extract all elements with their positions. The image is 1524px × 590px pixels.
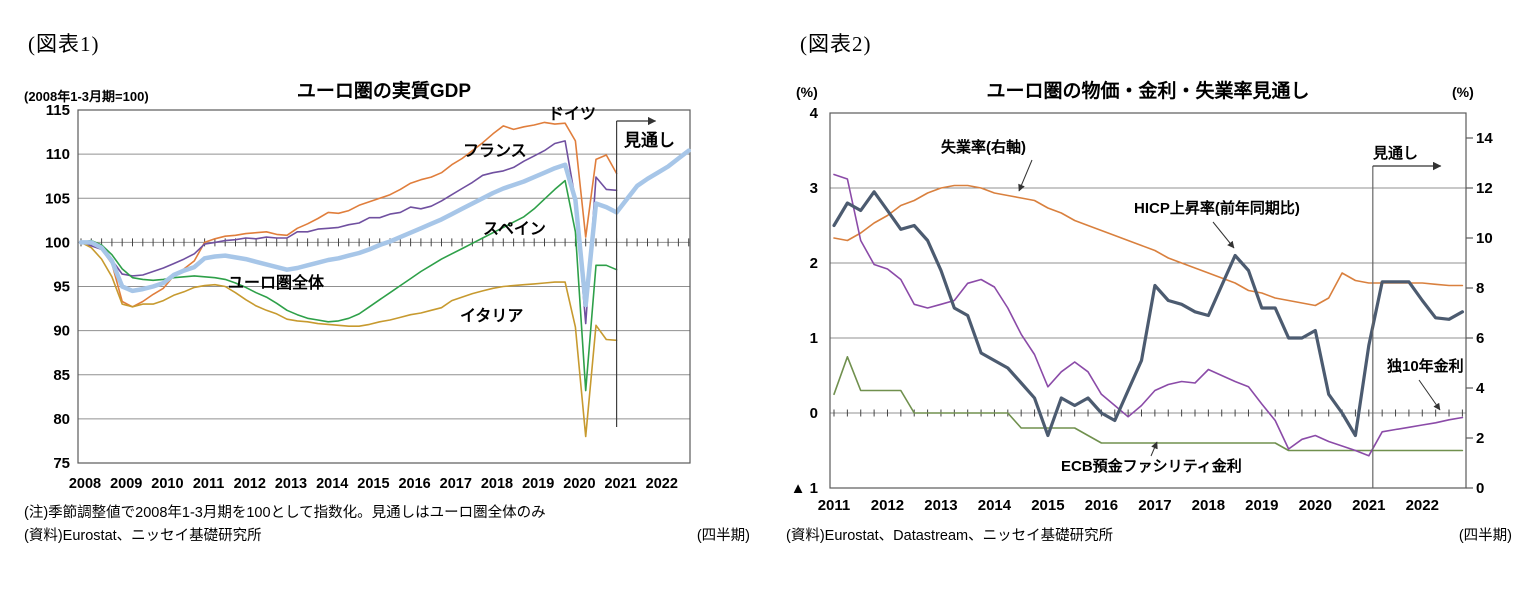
axis-tick-label: 75 <box>53 455 70 472</box>
figure2-header: (図表2) <box>800 32 872 56</box>
axis-tick-label: 115 <box>46 102 70 119</box>
axis-tick-label: 2015 <box>1031 497 1064 514</box>
axis-tick-label: 2018 <box>481 476 513 492</box>
axis-tick-label: 8 <box>1476 280 1484 297</box>
figure2-prices-rates-chart: 4 3 2 1 0 ▲ 1 14 12 10 8 6 4 2 0 2011 2012 2013 2014 2015 2… <box>762 0 1524 590</box>
axis-tick-label: 2017 <box>440 476 472 492</box>
axis-tick-label: 2021 <box>1352 497 1385 514</box>
axis-tick-label: 2014 <box>978 497 1012 514</box>
axis-tick-label: 2020 <box>563 476 595 492</box>
axis-tick-label: 2011 <box>818 497 851 514</box>
figure1-title: ユーロ圏の実質GDP <box>296 81 472 102</box>
figure1-plot-canvas: 75 80 85 90 95 100 105 110 115 2008 2009 2010 2011 20… <box>45 102 691 492</box>
axis-tick-label: 90 <box>53 323 70 340</box>
series-label-unemployment: 失業率(右軸) <box>941 139 1026 156</box>
plot-border <box>77 109 691 464</box>
series-line-3 <box>833 184 1464 307</box>
axis-tick-label: 4 <box>810 105 819 122</box>
axis-tick-label: 2018 <box>1192 497 1225 514</box>
figure1-frequency-label: (四半期) <box>696 528 750 544</box>
axis-tick-label: 14 <box>1476 130 1493 147</box>
axis-tick-label: 2022 <box>1406 497 1439 514</box>
axis-tick-label: 2012 <box>871 497 904 514</box>
plot-border <box>829 112 1467 489</box>
axis-tick-label: 2012 <box>234 476 266 492</box>
axis-tick-label: 110 <box>46 146 70 163</box>
figure1-index-note: (2008年1-3月期=100) <box>24 89 149 104</box>
axis-tick-label: 2011 <box>193 476 224 492</box>
axis-tick-label: 6 <box>1476 330 1484 347</box>
axis-tick-label: 2016 <box>398 476 430 492</box>
axis-tick-label: 100 <box>45 234 70 251</box>
axis-tick-label: 0 <box>810 405 818 422</box>
hicp-pointer-arrow <box>1212 221 1235 249</box>
axis-tick-label: 2013 <box>924 497 957 514</box>
figure2-source: (資料)Eurostat、Datastream、ニッセイ基礎研究所 <box>786 528 1114 544</box>
series-label-hicp: HICP上昇率(前年同期比) <box>1134 200 1300 217</box>
series-line-1 <box>833 173 1464 457</box>
figure2-frequency-label: (四半期) <box>1458 528 1512 544</box>
figure2-right-axis-unit: (%) <box>1452 84 1474 100</box>
axis-tick-label: 2019 <box>1245 497 1278 514</box>
series-label-euroarea: ユーロ圏全体 <box>228 275 325 292</box>
axis-tick-label: 2 <box>1476 430 1484 447</box>
axis-tick-label: 2 <box>810 255 818 272</box>
axis-tick-label: 10 <box>1476 230 1493 247</box>
axis-tick-label: 0 <box>1476 480 1484 497</box>
axis-tick-label: 2017 <box>1138 497 1171 514</box>
figure1-realgdp-chart: 75 80 85 90 95 100 105 110 115 2008 2009 2010 2011 20… <box>24 32 750 544</box>
axis-tick-label: 1 <box>810 330 818 347</box>
axis-tick-label: 4 <box>1476 380 1485 397</box>
series-line-1 <box>80 140 618 325</box>
axis-tick-label: 12 <box>1476 180 1493 197</box>
axis-tick-label: 2015 <box>357 476 389 492</box>
figure1-source: (資料)Eurostat、ニッセイ基礎研究所 <box>24 528 262 544</box>
unemployment-pointer-arrow <box>1018 159 1033 192</box>
series-label-ecb-deposit-rate: ECB預金ファシリティ金利 <box>1061 458 1242 475</box>
axis-tick-label: 2009 <box>110 476 142 492</box>
series-label-bund10y: 独10年金利 <box>1387 358 1464 375</box>
axis-tick-label: 2020 <box>1299 497 1332 514</box>
series-label-italy: イタリア <box>460 308 524 325</box>
series-line-3 <box>80 241 618 438</box>
figure1-forecast-label: 見通し <box>624 131 675 150</box>
axis-tick-label: 2022 <box>646 476 678 492</box>
figure2-forecast-label: 見通し <box>1373 145 1419 162</box>
axis-tick-label: 95 <box>53 279 70 296</box>
axis-tick-label: 2016 <box>1085 497 1118 514</box>
series-label-france: フランス <box>463 143 527 160</box>
series-line-2 <box>833 355 1464 452</box>
series-line-0 <box>832 190 1465 438</box>
axis-tick-label: 2008 <box>69 476 101 492</box>
series-line-4 <box>78 148 691 308</box>
axis-tick-label: 105 <box>45 190 70 207</box>
axis-tick-label: 80 <box>53 411 70 428</box>
bund10y-pointer-arrow <box>1418 379 1441 411</box>
figure2-title: ユーロ圏の物価・金利・失業率見通し <box>986 81 1310 102</box>
axis-tick-label: 85 <box>53 367 70 384</box>
axis-tick-label: 2010 <box>151 476 183 492</box>
axis-tick-label: 2014 <box>316 476 348 492</box>
figure1-note: (注)季節調整値で2008年1-3月期を100として指数化。見通しはユーロ圏全体… <box>24 505 546 521</box>
figure1-header: (図表1) <box>28 32 100 56</box>
axis-tick-label: 2013 <box>275 476 307 492</box>
axis-tick-label: 3 <box>810 180 818 197</box>
series-label-germany: ドイツ <box>548 106 597 123</box>
axis-tick-label: 2021 <box>604 476 636 492</box>
ecb-rate-pointer-arrow <box>1150 441 1158 457</box>
axis-tick-label: 2019 <box>522 476 554 492</box>
axis-tick-label: ▲ 1 <box>791 480 818 497</box>
figure2-left-axis-unit: (%) <box>796 84 818 100</box>
series-label-spain: スペイン <box>483 221 546 238</box>
